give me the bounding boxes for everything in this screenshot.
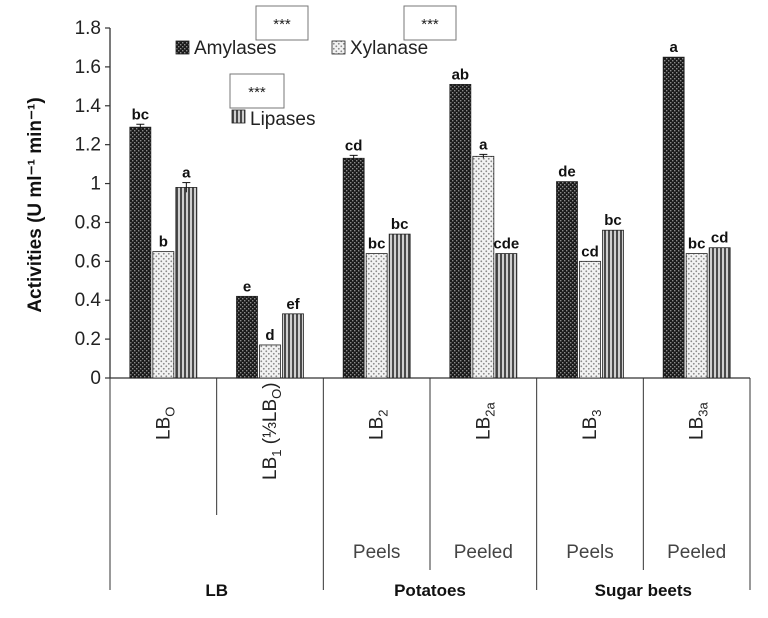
significance-box-amylases: *** bbox=[255, 5, 309, 41]
significance-letter: bc bbox=[688, 236, 706, 253]
legend-item-lipases: Lipases bbox=[231, 109, 316, 130]
bar-lipases bbox=[708, 247, 731, 379]
category-label: LB2a bbox=[473, 402, 497, 440]
legend-swatch-xylanase bbox=[331, 40, 346, 55]
bar-amylases bbox=[129, 126, 152, 379]
bar-xylanase bbox=[685, 253, 708, 379]
bar-amylases bbox=[556, 181, 578, 379]
bar-amylases bbox=[662, 56, 685, 379]
y-tick-label: 0.6 bbox=[75, 251, 101, 272]
bar-xylanase bbox=[259, 344, 281, 379]
y-tick-label: 0.4 bbox=[75, 290, 102, 311]
category-separators bbox=[109, 378, 751, 590]
subgroup-label: Peeled bbox=[667, 542, 726, 563]
significance-boxes: *** *** *** bbox=[229, 5, 457, 109]
y-tick-label: 1 bbox=[90, 174, 101, 195]
significance-letter: e bbox=[243, 278, 251, 295]
significance-letter: a bbox=[479, 136, 488, 153]
bar-xylanase bbox=[472, 155, 495, 379]
significance-letter: ef bbox=[286, 296, 300, 313]
significance-letter: a bbox=[669, 39, 678, 56]
significance-letter: cd bbox=[345, 137, 363, 154]
legend-label-xylanase: Xylanase bbox=[350, 38, 428, 59]
legend-item-xylanase: Xylanase bbox=[331, 38, 428, 59]
y-tick-label: 1.8 bbox=[75, 18, 101, 39]
significance-text-amylases: *** bbox=[273, 16, 291, 33]
category-label: LB1 (⅓LBO) bbox=[260, 382, 284, 480]
significance-letter: d bbox=[265, 327, 274, 344]
bar-lipases bbox=[388, 233, 411, 379]
significance-letter: cd bbox=[581, 243, 599, 260]
group-label: Sugar beets bbox=[595, 581, 692, 600]
subgroup-label: Peels bbox=[566, 542, 614, 563]
bar-xylanase bbox=[152, 251, 175, 379]
subgroup-label: Peeled bbox=[454, 542, 513, 563]
bar-lipases bbox=[282, 313, 304, 379]
bar-lipases bbox=[175, 187, 198, 379]
y-ticks: 0 0.2 0.4 0.6 0.8 1 1.2 1.4 1.6 1.8 bbox=[75, 18, 110, 389]
category-label: LBO bbox=[153, 407, 177, 440]
y-axis-label: Activities (U ml⁻¹ min⁻¹) bbox=[25, 97, 46, 312]
y-tick-label: 1.6 bbox=[75, 57, 101, 78]
significance-text-lipases: *** bbox=[248, 84, 266, 101]
legend-item-amylases: Amylases bbox=[175, 38, 276, 59]
bar-amylases bbox=[449, 83, 472, 379]
y-tick-label: 0.8 bbox=[75, 212, 101, 233]
group-labels: LB Potatoes Sugar beets bbox=[205, 581, 692, 600]
significance-letter: b bbox=[159, 234, 168, 251]
subgroup-label: Peels bbox=[353, 542, 401, 563]
bar-xylanase bbox=[365, 253, 388, 379]
subgroup-labels: Peels Peeled Peels Peeled bbox=[353, 542, 726, 563]
bar-xylanase bbox=[579, 260, 601, 379]
significance-letter: ab bbox=[452, 66, 470, 83]
legend-label-amylases: Amylases bbox=[194, 38, 276, 59]
significance-letter: cde bbox=[493, 236, 519, 253]
significance-box-lipases: *** bbox=[229, 73, 285, 109]
significance-letter: de bbox=[558, 164, 576, 181]
category-label: LB2 bbox=[367, 410, 391, 440]
group-label: Potatoes bbox=[394, 581, 466, 600]
legend-swatch-lipases bbox=[231, 109, 246, 124]
legend: Amylases Xylanase Lipases bbox=[175, 38, 428, 130]
category-label: LB3 bbox=[580, 410, 604, 440]
group-label: LB bbox=[205, 581, 228, 600]
significance-letter: cd bbox=[711, 230, 729, 247]
significance-letter: bc bbox=[132, 106, 150, 123]
significance-letter: bc bbox=[604, 212, 622, 229]
significance-letter: bc bbox=[391, 216, 409, 233]
significance-letter: bc bbox=[368, 236, 386, 253]
significance-letter: a bbox=[182, 165, 191, 182]
category-labels: LBO LB1 (⅓LBO) LB2 LB2a LB3 LB3a bbox=[153, 382, 710, 480]
significance-box-xylanase: *** bbox=[403, 5, 457, 41]
bar-lipases bbox=[495, 253, 518, 379]
y-tick-label: 1.2 bbox=[75, 135, 101, 156]
y-tick-label: 0.2 bbox=[75, 329, 101, 350]
bar-lipases bbox=[602, 229, 624, 379]
y-tick-label: 1.4 bbox=[75, 96, 102, 117]
category-label: LB3a bbox=[687, 402, 711, 440]
legend-label-lipases: Lipases bbox=[250, 109, 316, 130]
y-tick-label: 0 bbox=[90, 368, 101, 389]
legend-swatch-amylases bbox=[175, 40, 190, 55]
bar-amylases bbox=[342, 157, 365, 379]
significance-text-xylanase: *** bbox=[421, 16, 439, 33]
bar-amylases bbox=[236, 295, 258, 379]
